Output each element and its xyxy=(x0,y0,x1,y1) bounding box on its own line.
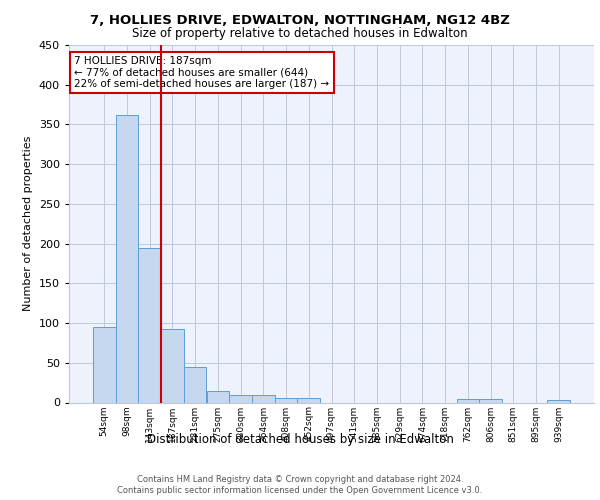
Bar xyxy=(252,394,275,402)
Text: 7 HOLLIES DRIVE: 187sqm
← 77% of detached houses are smaller (644)
22% of semi-d: 7 HOLLIES DRIVE: 187sqm ← 77% of detache… xyxy=(74,56,329,89)
Bar xyxy=(206,392,229,402)
Bar xyxy=(457,398,479,402)
Text: Contains public sector information licensed under the Open Government Licence v3: Contains public sector information licen… xyxy=(118,486,482,495)
Bar xyxy=(93,327,116,402)
Bar xyxy=(116,115,139,403)
Bar xyxy=(479,398,502,402)
Bar xyxy=(547,400,570,402)
Bar xyxy=(161,328,184,402)
Bar xyxy=(139,248,161,402)
Text: Distribution of detached houses by size in Edwalton: Distribution of detached houses by size … xyxy=(146,432,454,446)
Bar xyxy=(184,367,206,402)
Bar xyxy=(275,398,298,402)
Bar xyxy=(229,394,252,402)
Y-axis label: Number of detached properties: Number of detached properties xyxy=(23,136,33,312)
Text: 7, HOLLIES DRIVE, EDWALTON, NOTTINGHAM, NG12 4BZ: 7, HOLLIES DRIVE, EDWALTON, NOTTINGHAM, … xyxy=(90,14,510,27)
Bar xyxy=(298,398,320,402)
Text: Size of property relative to detached houses in Edwalton: Size of property relative to detached ho… xyxy=(132,28,468,40)
Text: Contains HM Land Registry data © Crown copyright and database right 2024.: Contains HM Land Registry data © Crown c… xyxy=(137,475,463,484)
